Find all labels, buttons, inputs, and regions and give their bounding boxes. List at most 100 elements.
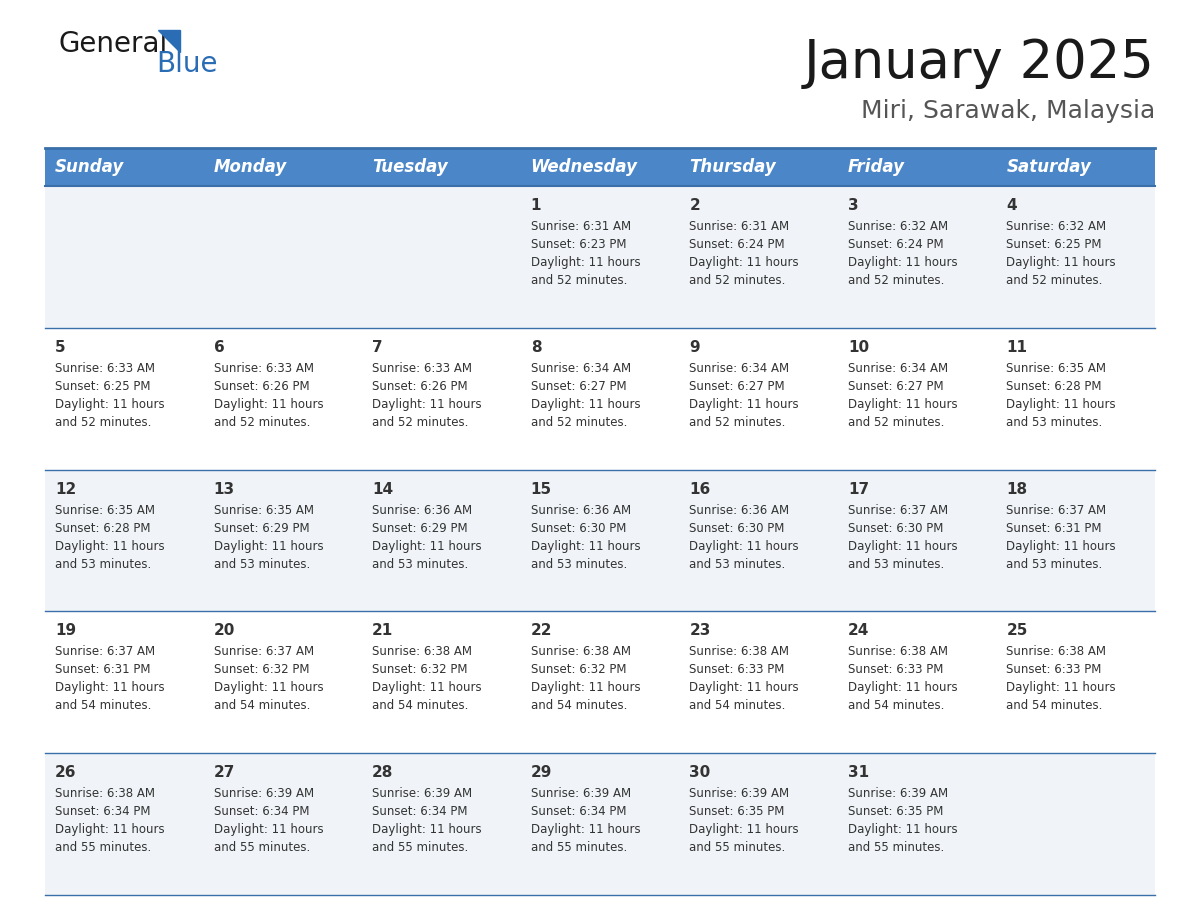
Text: Sunrise: 6:39 AM: Sunrise: 6:39 AM [689,788,789,800]
Text: 12: 12 [55,482,76,497]
Text: and 53 minutes.: and 53 minutes. [848,557,944,571]
Text: Sunrise: 6:39 AM: Sunrise: 6:39 AM [848,788,948,800]
Bar [203,611,362,753]
Text: Sunrise: 6:37 AM: Sunrise: 6:37 AM [214,645,314,658]
Bar [362,148,520,186]
Bar [45,753,203,895]
Text: 4: 4 [1006,198,1017,213]
Text: Daylight: 11 hours: Daylight: 11 hours [848,397,958,410]
Bar [520,753,680,895]
Text: Sunrise: 6:33 AM: Sunrise: 6:33 AM [372,362,472,375]
Bar [520,611,680,753]
Text: Daylight: 11 hours: Daylight: 11 hours [689,397,798,410]
Text: Daylight: 11 hours: Daylight: 11 hours [848,823,958,836]
Bar [203,186,362,328]
Text: and 53 minutes.: and 53 minutes. [55,557,151,571]
Text: 19: 19 [55,623,76,638]
Text: Sunset: 6:32 PM: Sunset: 6:32 PM [372,664,468,677]
Text: Sunset: 6:32 PM: Sunset: 6:32 PM [214,664,309,677]
Bar [520,186,680,328]
Text: and 54 minutes.: and 54 minutes. [531,700,627,712]
Bar [520,148,680,186]
Text: Sunset: 6:30 PM: Sunset: 6:30 PM [531,521,626,534]
Text: Daylight: 11 hours: Daylight: 11 hours [848,256,958,269]
Text: 17: 17 [848,482,868,497]
Text: and 55 minutes.: and 55 minutes. [531,841,627,855]
Text: Sunrise: 6:34 AM: Sunrise: 6:34 AM [689,362,789,375]
Text: Daylight: 11 hours: Daylight: 11 hours [531,256,640,269]
Bar [45,470,203,611]
Text: Daylight: 11 hours: Daylight: 11 hours [372,540,482,553]
Text: and 55 minutes.: and 55 minutes. [372,841,468,855]
Text: and 54 minutes.: and 54 minutes. [372,700,468,712]
Text: Sunset: 6:34 PM: Sunset: 6:34 PM [55,805,151,818]
Text: Sunset: 6:32 PM: Sunset: 6:32 PM [531,664,626,677]
Text: 14: 14 [372,482,393,497]
Text: 26: 26 [55,766,76,780]
Text: Sunset: 6:31 PM: Sunset: 6:31 PM [1006,521,1102,534]
Bar [997,186,1155,328]
Text: Daylight: 11 hours: Daylight: 11 hours [55,540,165,553]
Text: Daylight: 11 hours: Daylight: 11 hours [1006,540,1116,553]
Text: and 54 minutes.: and 54 minutes. [214,700,310,712]
Text: Sunset: 6:33 PM: Sunset: 6:33 PM [1006,664,1101,677]
Text: 31: 31 [848,766,868,780]
Bar [997,328,1155,470]
Text: 15: 15 [531,482,552,497]
Text: Sunset: 6:26 PM: Sunset: 6:26 PM [214,380,309,393]
Bar [680,611,838,753]
Bar [838,611,997,753]
Bar [45,328,203,470]
Text: Daylight: 11 hours: Daylight: 11 hours [372,823,482,836]
Text: and 54 minutes.: and 54 minutes. [55,700,151,712]
Text: and 53 minutes.: and 53 minutes. [531,557,627,571]
Text: Sunset: 6:30 PM: Sunset: 6:30 PM [689,521,784,534]
Text: 30: 30 [689,766,710,780]
Text: Daylight: 11 hours: Daylight: 11 hours [689,681,798,694]
Text: 3: 3 [848,198,859,213]
Text: Sunrise: 6:32 AM: Sunrise: 6:32 AM [1006,220,1106,233]
Text: 16: 16 [689,482,710,497]
Bar [203,328,362,470]
Text: Sunrise: 6:33 AM: Sunrise: 6:33 AM [214,362,314,375]
Text: Saturday: Saturday [1006,158,1092,176]
Text: January 2025: January 2025 [804,37,1155,89]
Text: Sunrise: 6:38 AM: Sunrise: 6:38 AM [55,788,154,800]
Bar [362,186,520,328]
Text: Sunset: 6:25 PM: Sunset: 6:25 PM [55,380,151,393]
Bar [997,470,1155,611]
Text: and 53 minutes.: and 53 minutes. [689,557,785,571]
Bar [838,753,997,895]
Text: 25: 25 [1006,623,1028,638]
Text: Sunrise: 6:37 AM: Sunrise: 6:37 AM [55,645,156,658]
Text: and 52 minutes.: and 52 minutes. [214,416,310,429]
Text: 18: 18 [1006,482,1028,497]
Text: Daylight: 11 hours: Daylight: 11 hours [531,397,640,410]
Text: Sunset: 6:24 PM: Sunset: 6:24 PM [848,238,943,251]
Text: Daylight: 11 hours: Daylight: 11 hours [689,823,798,836]
Text: Sunrise: 6:37 AM: Sunrise: 6:37 AM [1006,504,1106,517]
Polygon shape [158,30,181,52]
Bar [680,148,838,186]
Text: Daylight: 11 hours: Daylight: 11 hours [214,540,323,553]
Text: Sunrise: 6:35 AM: Sunrise: 6:35 AM [55,504,154,517]
Text: and 52 minutes.: and 52 minutes. [689,416,785,429]
Text: and 52 minutes.: and 52 minutes. [55,416,151,429]
Text: Daylight: 11 hours: Daylight: 11 hours [214,823,323,836]
Text: Daylight: 11 hours: Daylight: 11 hours [372,681,482,694]
Text: and 53 minutes.: and 53 minutes. [1006,416,1102,429]
Text: and 52 minutes.: and 52 minutes. [531,416,627,429]
Text: 10: 10 [848,340,868,354]
Text: Sunrise: 6:38 AM: Sunrise: 6:38 AM [848,645,948,658]
Text: 21: 21 [372,623,393,638]
Bar [45,186,203,328]
Text: Daylight: 11 hours: Daylight: 11 hours [848,681,958,694]
Text: Sunrise: 6:36 AM: Sunrise: 6:36 AM [689,504,789,517]
Bar [997,148,1155,186]
Bar [680,328,838,470]
Text: and 54 minutes.: and 54 minutes. [689,700,785,712]
Text: Sunset: 6:28 PM: Sunset: 6:28 PM [55,521,151,534]
Text: Sunrise: 6:38 AM: Sunrise: 6:38 AM [372,645,472,658]
Text: Daylight: 11 hours: Daylight: 11 hours [689,256,798,269]
Text: Sunset: 6:29 PM: Sunset: 6:29 PM [372,521,468,534]
